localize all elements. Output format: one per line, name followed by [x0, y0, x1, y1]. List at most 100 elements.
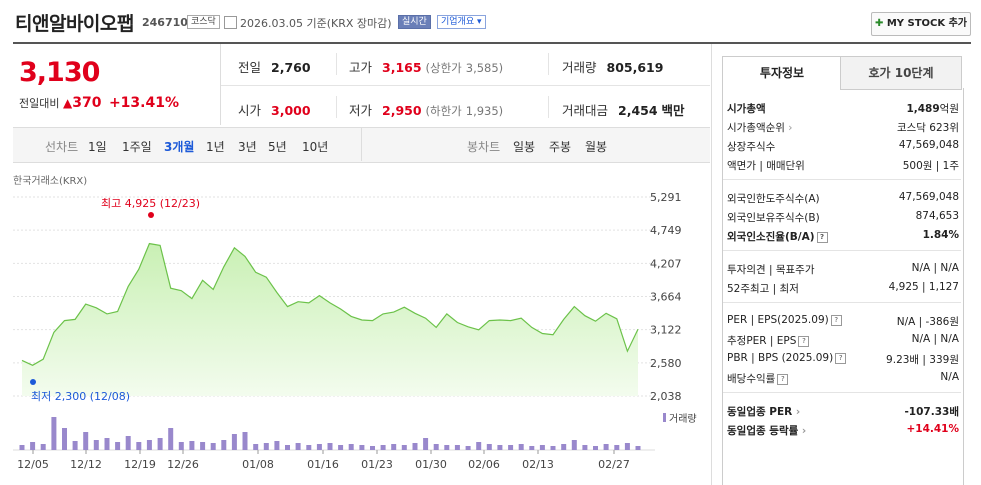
stat-amount: 거래대금 2,454 백만 — [562, 100, 685, 119]
candle-tab-0[interactable]: 일봉 — [513, 140, 536, 154]
info-row-label: 52주최고 | 최저 — [727, 283, 799, 295]
volume-bar — [93, 440, 99, 450]
volume-bar — [125, 436, 131, 450]
volume-bar — [508, 445, 514, 450]
info-row: PBR | BPS (2025.09)? 9.23배 | 339원 — [727, 352, 959, 368]
stat-low-label: 저가 — [349, 103, 373, 118]
info-row-value: 1,489억원 — [906, 103, 959, 115]
volume-bar — [550, 446, 556, 450]
tab-orderbook[interactable]: 호가 10단계 — [840, 56, 962, 90]
volume-bar — [316, 444, 322, 450]
mystock-add-button[interactable]: ✚ MY STOCK 추가 — [871, 12, 971, 36]
stat-amount-unit: 백만 — [661, 103, 685, 118]
volume-bar — [571, 440, 577, 450]
x-tick-label: 12/19 — [124, 458, 156, 471]
up-triangle-icon: ▲ — [62, 96, 73, 110]
volume-bar — [146, 440, 152, 450]
info-row-label: 동일업종 등락률 › — [727, 425, 807, 437]
volume-bar — [40, 444, 46, 450]
info-row: 외국인보유주식수(B) 874,653 — [727, 210, 959, 226]
company-overview-dropdown[interactable]: 기업개요 ▾ — [437, 15, 486, 29]
volume-bar — [497, 445, 503, 450]
x-tick-label: 02/13 — [522, 458, 554, 471]
volume-bar — [178, 442, 184, 450]
tabs-divider — [361, 128, 362, 161]
x-tick-label: 12/12 — [70, 458, 102, 471]
line-tab-5[interactable]: 5년 — [268, 140, 287, 154]
price-box — [13, 44, 221, 125]
volume-bar — [285, 445, 290, 450]
line-chart-label: 선차트 — [45, 140, 79, 154]
info-row-label: PBR | BPS (2025.09)? — [727, 352, 847, 364]
info-row-label: 상장주식수 — [727, 141, 776, 153]
info-row-value: N/A | -386원 — [896, 316, 959, 328]
stat-upper-value: 3,585) — [465, 61, 504, 75]
help-icon[interactable]: ? — [798, 336, 810, 347]
candle-tab-1[interactable]: 주봉 — [549, 140, 572, 154]
info-row: 동일업종 등락률 › +14.41% — [727, 423, 959, 439]
volume-bar — [338, 445, 344, 450]
volume-bar — [444, 445, 450, 450]
line-tab-2[interactable]: 3개월 — [164, 140, 195, 154]
help-icon[interactable]: ? — [830, 315, 842, 326]
volume-bar — [423, 438, 429, 450]
info-row: 외국인한도주식수(A) 47,569,048 — [727, 191, 959, 207]
volume-bar — [168, 428, 174, 450]
stats-row-divider — [221, 85, 710, 86]
live-button[interactable]: 실시간 — [398, 15, 431, 29]
basis-text: 기준(KRX 장마감) — [306, 17, 392, 30]
info-section-divider — [723, 179, 961, 180]
line-tab-6[interactable]: 10년 — [302, 140, 329, 154]
line-tab-4[interactable]: 3년 — [238, 140, 257, 154]
info-section-divider — [723, 250, 961, 251]
volume-bar — [210, 443, 216, 450]
volume-bar — [19, 445, 25, 450]
x-tick-label: 02/06 — [468, 458, 500, 471]
info-row-label: 투자의견 | 목표주가 — [727, 264, 815, 276]
help-icon[interactable]: ? — [777, 374, 789, 385]
volume-bar — [465, 446, 471, 450]
stat-upper-label: (상한가 — [425, 61, 462, 75]
y-tick-label: 3,122 — [650, 324, 682, 337]
info-row-value: 4,925 | 1,127 — [888, 281, 959, 293]
chevron-right-icon[interactable]: › — [792, 406, 801, 418]
volume-bar — [327, 443, 333, 450]
volume-bar — [593, 446, 598, 450]
date-basis: 2026.03.05 기준(KRX 장마감) — [240, 15, 392, 31]
info-row-value: N/A — [940, 371, 959, 383]
stat-amount-value: 2,454 — [618, 103, 658, 118]
x-tick-label: 01/16 — [307, 458, 339, 471]
chevron-right-icon[interactable]: › — [798, 425, 807, 437]
stat-volume: 거래량 805,619 — [562, 57, 663, 76]
volume-bar — [263, 443, 269, 450]
y-tick-label: 2,580 — [650, 357, 682, 370]
volume-legend-swatch — [663, 413, 666, 422]
info-row: 투자의견 | 목표주가 N/A | N/A — [727, 262, 959, 278]
info-row-label: 추정PER | EPS? — [727, 333, 810, 348]
volume-bar — [104, 438, 110, 450]
volume-bar — [433, 444, 439, 450]
tab-investment-info[interactable]: 투자정보 — [722, 56, 842, 90]
price-line — [21, 242, 639, 366]
stat-prev: 전일 2,760 — [238, 57, 311, 76]
chevron-right-icon[interactable]: › — [784, 122, 793, 134]
price-area — [22, 243, 638, 396]
x-tick-label: 12/26 — [167, 458, 199, 471]
info-row-value: 47,569,048 — [898, 191, 959, 203]
help-icon[interactable]: ? — [816, 232, 828, 243]
info-row-label: 동일업종 PER › — [727, 406, 801, 418]
info-row: 시가총액 1,489억원 — [727, 101, 959, 117]
line-tab-1[interactable]: 1주일 — [122, 140, 152, 154]
help-icon[interactable]: ? — [835, 353, 847, 364]
stats-col-divider — [548, 96, 549, 118]
info-row-value: 1.84% — [922, 229, 959, 241]
candle-tab-2[interactable]: 월봉 — [585, 140, 608, 154]
line-tab-3[interactable]: 1년 — [206, 140, 225, 154]
volume-bar — [306, 445, 312, 450]
volume-bar — [200, 442, 206, 450]
info-row-label: 외국인보유주식수(B) — [727, 212, 820, 224]
info-row: 52주최고 | 최저 4,925 | 1,127 — [727, 281, 959, 297]
min-marker — [30, 379, 36, 385]
info-row-unit: 억원 — [939, 103, 959, 115]
line-tab-0[interactable]: 1일 — [88, 140, 107, 154]
